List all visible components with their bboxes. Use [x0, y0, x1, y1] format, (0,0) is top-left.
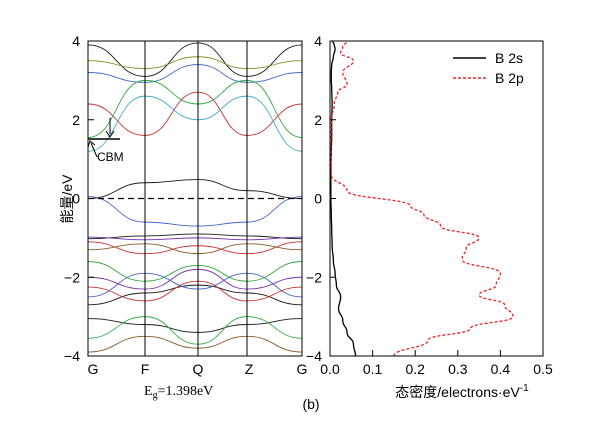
- band-gap-label: Eg=1.398eV: [144, 384, 213, 401]
- band-line-10: [88, 91, 302, 136]
- dos-y-tick-label: −4: [306, 348, 322, 364]
- cbm-label: CBM: [97, 150, 124, 164]
- dos-x-tick-label: 0.1: [363, 361, 383, 377]
- dos-line-b-2s: [330, 41, 357, 356]
- dos-x-tick-label: 0.0: [320, 361, 340, 377]
- dos-x-axis-title-text: 态密度/electrons·eV: [395, 384, 520, 400]
- cbm-arrowhead-down: [105, 130, 115, 138]
- dos-x-tick-label: 0.4: [491, 361, 511, 377]
- band-y-axis-title: 能量/eV: [59, 174, 75, 224]
- dos-frame: [329, 40, 544, 357]
- band-structure-panel: [88, 42, 302, 353]
- kpoint-labels: G F Q Z G: [88, 361, 308, 377]
- band-line-17: [88, 236, 302, 241]
- band-y-tick-label: 2: [72, 112, 80, 128]
- kpoint-label: Q: [193, 361, 204, 377]
- band-lines: [88, 42, 302, 353]
- kpoint-label: G: [88, 361, 99, 377]
- dos-x-tick-label: 0.5: [533, 361, 553, 377]
- dos-lines: [330, 41, 514, 356]
- kpoint-divider-lines: [144, 41, 248, 356]
- dos-y-tick-label: 4: [314, 33, 322, 49]
- cbm-arrow-up: [90, 142, 98, 158]
- legend-label-b2p: B 2p: [495, 70, 524, 86]
- dos-x-tick-label: 0.3: [448, 361, 468, 377]
- band-gap-subscript: g: [153, 390, 158, 401]
- band-line-16: [88, 268, 302, 290]
- band-gap-value: =1.398eV: [158, 384, 214, 399]
- band-line-11: [88, 79, 302, 138]
- band-line-0: [88, 179, 302, 199]
- legend-label-b2s: B 2s: [495, 50, 523, 66]
- band-line-7: [88, 64, 302, 83]
- band-y-tick-label: 4: [72, 33, 80, 49]
- dos-legend: B 2s B 2p: [453, 50, 524, 86]
- kpoint-label: F: [141, 361, 150, 377]
- kpoint-label: G: [297, 361, 308, 377]
- dos-y-tick-label: −2: [306, 269, 322, 285]
- band-line-12: [88, 261, 302, 282]
- band-line-3: [88, 318, 302, 333]
- dos-axes: −4 −2 0 2 4 0.0 0.1 0.2 0.3 0.4 0.5: [306, 33, 553, 377]
- cbm-annotation: CBM: [87, 118, 124, 164]
- band-line-2: [88, 284, 302, 306]
- dos-y-tick-label: 2: [314, 112, 322, 128]
- band-gap-e: E: [144, 384, 153, 399]
- dos-x-axis-title: 态密度/electrons·eV-1: [395, 383, 529, 400]
- band-line-5: [88, 196, 302, 227]
- band-y-tick-label: 0: [72, 191, 80, 207]
- dos-x-tick-label: 0.2: [405, 361, 425, 377]
- cbm-arrowhead-up: [87, 140, 96, 148]
- dos-x-axis-title-sup: -1: [520, 383, 529, 394]
- dos-line-b-2p: [330, 41, 514, 356]
- band-y-tick-label: −4: [64, 348, 80, 364]
- band-line-4: [88, 42, 302, 77]
- band-line-18: [88, 56, 302, 70]
- band-y-axis: −4 −2 0 2 4: [64, 33, 94, 364]
- band-line-13: [88, 316, 302, 345]
- band-line-8: [88, 241, 302, 255]
- panel-label-b: (b): [302, 396, 319, 412]
- band-y-tick-label: −2: [64, 269, 80, 285]
- kpoint-label: Z: [245, 361, 254, 377]
- dos-panel: [330, 41, 514, 356]
- dos-y-tick-label: 0: [314, 191, 322, 207]
